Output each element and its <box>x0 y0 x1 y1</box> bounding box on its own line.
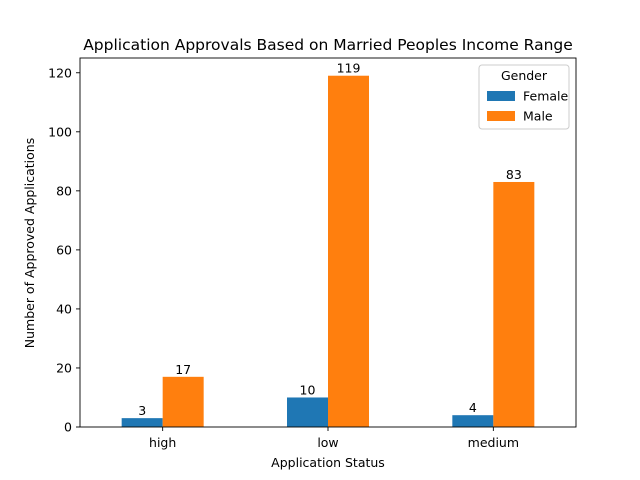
bar-value-label-female-medium: 4 <box>469 400 477 415</box>
legend-label-male: Male <box>523 109 553 124</box>
x-tick-label-high: high <box>149 435 176 450</box>
bar-value-label-female-low: 10 <box>300 382 316 397</box>
legend-swatch-female <box>487 91 515 101</box>
bars-group <box>121 75 535 427</box>
legend-label-female: Female <box>523 89 569 104</box>
bar-male-medium <box>493 181 535 427</box>
bar-labels-group: 3 17 10 119 4 83 <box>138 61 522 418</box>
y-tick-label-100: 100 <box>48 124 72 139</box>
plot-frame <box>79 57 577 428</box>
legend-swatch-male <box>487 111 515 121</box>
bar-value-label-male-high: 17 <box>175 362 191 377</box>
x-axis: high low medium <box>149 427 519 450</box>
y-axis-label: Number of Approved Applications <box>22 138 37 349</box>
y-tick-label-20: 20 <box>56 360 72 375</box>
bar-female-low <box>287 397 328 427</box>
bar-value-label-female-high: 3 <box>138 403 146 418</box>
y-tick-label-80: 80 <box>56 183 72 198</box>
y-tick-label-40: 40 <box>56 301 72 316</box>
bar-male-low <box>328 75 369 427</box>
legend-title: Gender <box>501 68 548 83</box>
x-tick-label-medium: medium <box>468 435 519 450</box>
legend: Gender Female Male <box>478 64 570 130</box>
bar-value-label-male-low: 119 <box>337 61 361 76</box>
y-tick-label-120: 120 <box>48 65 72 80</box>
y-tick-label-60: 60 <box>56 242 72 257</box>
y-tick-label-0: 0 <box>64 420 72 435</box>
y-axis: 0 20 40 60 80 100 120 <box>48 65 80 435</box>
bar-female-medium <box>452 415 494 427</box>
bar-female-high <box>121 418 163 427</box>
chart-title: Application Approvals Based on Married P… <box>83 36 573 54</box>
x-axis-label: Application Status <box>271 455 385 470</box>
x-tick-label-low: low <box>317 435 338 450</box>
bar-male-high <box>162 376 204 427</box>
bar-value-label-male-medium: 83 <box>506 167 522 182</box>
